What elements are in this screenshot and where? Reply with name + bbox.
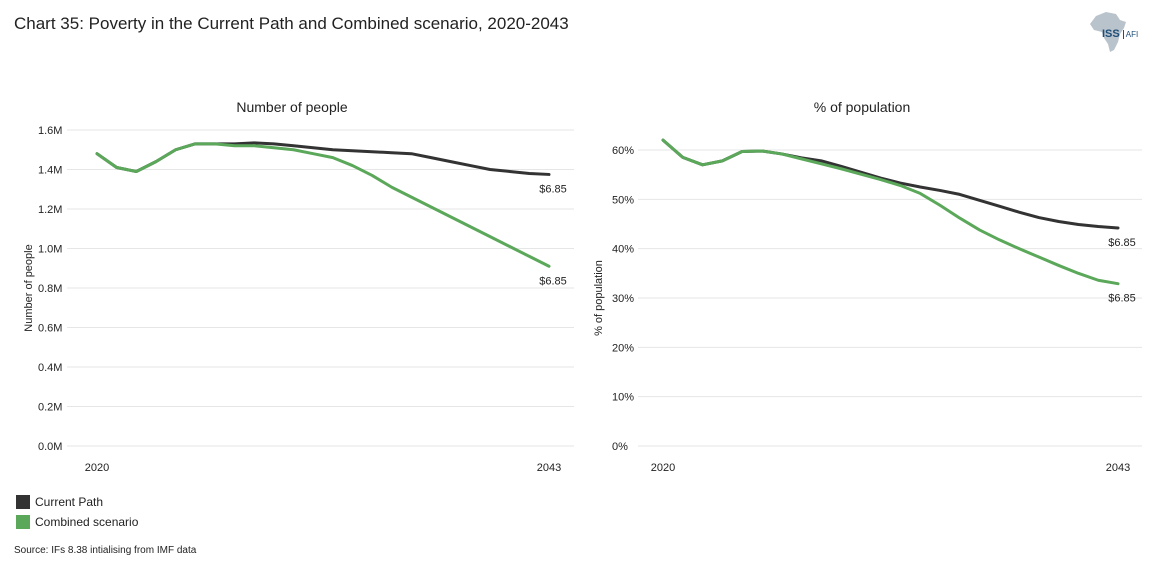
chart-number-of-people-end-label-combined-scenario: $6.85 (539, 275, 567, 287)
chart-number-of-people-ytick-label: 1.0M (38, 244, 62, 256)
chart-number-of-people-end-label-current-path: $6.85 (539, 183, 567, 195)
chart-percent-of-population-ytick-label: 0% (612, 441, 628, 453)
chart-percent-of-population-ytick-label: 40% (612, 244, 634, 256)
chart-number-of-people-ytick-label: 1.2M (38, 204, 62, 216)
chart-percent-of-population-xtick-label: 2020 (651, 462, 675, 474)
legend-item-current-path: Current Path (16, 492, 138, 512)
legend: Current Path Combined scenario (16, 492, 138, 532)
chart-number-of-people-title: Number of people (236, 99, 348, 115)
chart-number-of-people-ytick-label: 0.8M (38, 283, 62, 295)
chart-number-of-people-svg: Number of people Number of people 0.0M 0.2M… (23, 99, 574, 474)
chart-number-of-people-xtick-label: 2020 (85, 462, 109, 474)
chart-number-of-people-ytick-label: 1.6M (38, 125, 62, 137)
iss-afi-logo: ISS AFI (1082, 10, 1142, 54)
legend-item-combined-scenario: Combined scenario (16, 512, 138, 532)
chart-percent-of-population-end-label-combined-scenario: $6.85 (1108, 293, 1136, 305)
chart-percent-of-population-svg: % of population % of population 0% 10% 20% 30… (593, 99, 1142, 474)
chart-percent-of-population-series-combined-scenario (661, 138, 1120, 286)
legend-swatch-combined-scenario (16, 515, 30, 529)
chart-number-of-people-ytick-label: 0.6M (38, 323, 62, 335)
chart-percent-of-population-ytick-label: 10% (612, 392, 634, 404)
chart-percent-of-population-title: % of population (814, 99, 911, 115)
chart-number-of-people-ytick-label: 1.4M (38, 165, 62, 177)
chart-percent-of-population-ytick-label: 20% (612, 342, 634, 354)
legend-label-combined-scenario: Combined scenario (35, 515, 139, 529)
chart-percent-of-population-ytick-label: 30% (612, 293, 634, 305)
chart-number-of-people-xtick-label: 2043 (537, 462, 561, 474)
chart-number-of-people-ytick-label: 0.0M (38, 441, 62, 453)
chart-number-of-people-series-combined-scenario (95, 142, 551, 268)
chart-number-of-people: Number of people Number of people 0.0M 0.2M… (0, 90, 580, 480)
chart-percent-of-population-xtick-label: 2043 (1106, 462, 1130, 474)
legend-swatch-current-path (16, 495, 30, 509)
chart-percent-of-population-ytick-label: 50% (612, 194, 634, 206)
chart-percent-of-population-ylabel: % of population (593, 260, 605, 336)
logo-text-iss: ISS (1102, 28, 1120, 40)
source-note: Source: IFs 8.38 intialising from IMF da… (14, 545, 197, 556)
chart-percent-of-population-end-label-current-path: $6.85 (1108, 237, 1136, 249)
chart-number-of-people-ytick-label: 0.2M (38, 402, 62, 414)
chart-percent-of-population: % of population % of population 0% 10% 20% 30… (580, 90, 1154, 480)
africa-map-icon (1090, 12, 1126, 52)
chart-percent-of-population-ytick-label: 60% (612, 145, 634, 157)
chart-title: Chart 35: Poverty in the Current Path an… (14, 14, 569, 33)
legend-label-current-path: Current Path (35, 495, 104, 509)
logo-text-afi: AFI (1122, 30, 1139, 39)
chart-number-of-people-ylabel: Number of people (23, 244, 35, 331)
chart-number-of-people-ytick-label: 0.4M (38, 362, 62, 374)
